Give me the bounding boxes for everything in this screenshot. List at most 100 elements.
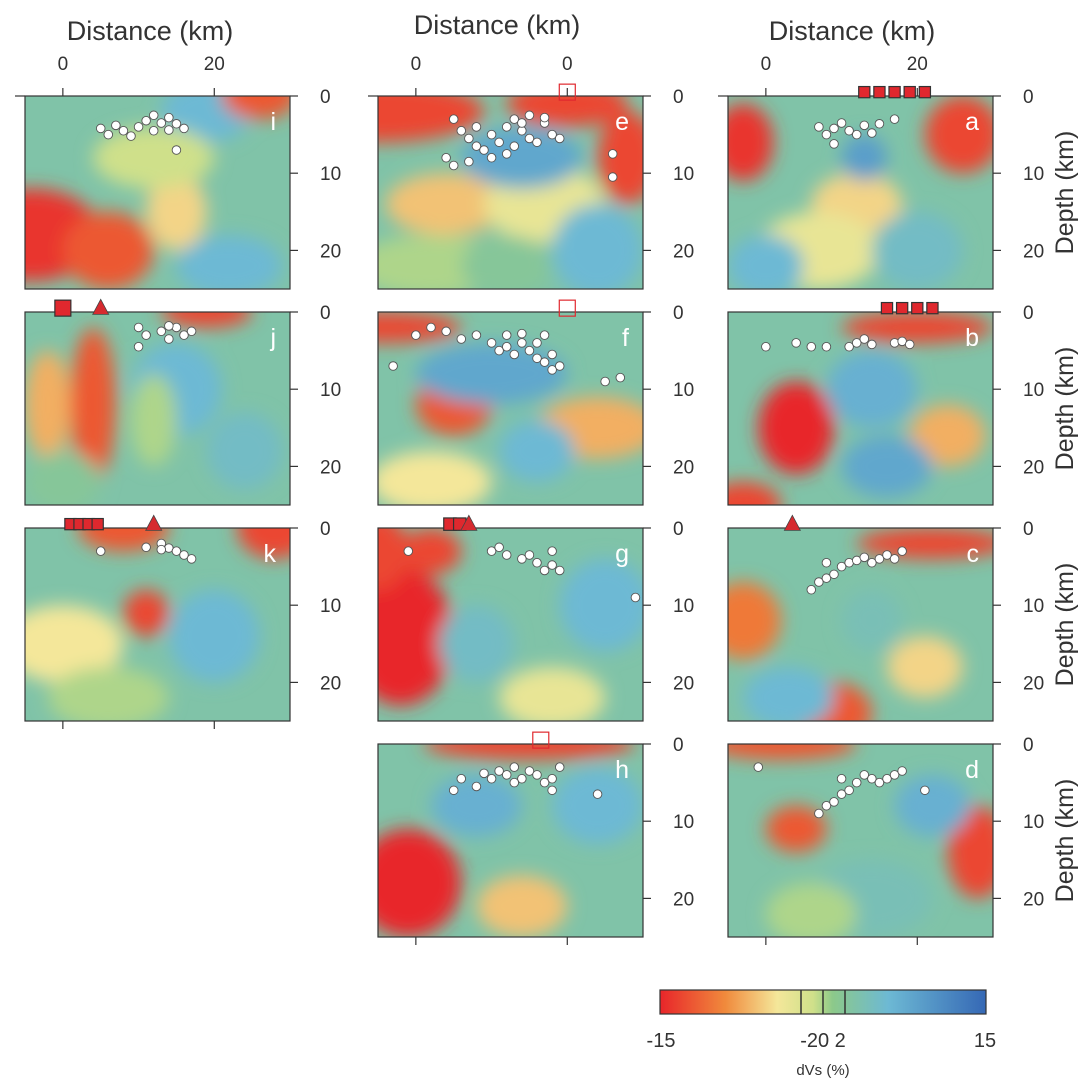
velocity-anomaly (378, 566, 454, 706)
hypocenter-marker (867, 128, 877, 138)
velocity-anomaly (206, 412, 283, 490)
hypocenter-marker (517, 338, 527, 348)
velocity-anomaly (894, 774, 971, 837)
panel-letter: h (615, 756, 629, 784)
hypocenter-marker (156, 544, 167, 555)
axes-layer: 0 10 20 0 20 0 10 20 0 0 0 10 20 Depth (km) 0 20 0 10 20 0 1… (15, 54, 1079, 945)
colorbar-tick-mid: -20 2 (800, 1030, 846, 1052)
panel-frame (377, 311, 644, 506)
hypocenter-marker (814, 122, 824, 132)
velocity-anomaly (552, 767, 643, 845)
velocity-anomaly (378, 828, 462, 937)
depth-tick-label: 0 (1023, 303, 1034, 324)
velocity-anomaly (378, 528, 409, 590)
hypocenter-marker (889, 770, 900, 780)
hypocenter-marker (486, 546, 497, 556)
hypocenter-marker (448, 160, 459, 171)
hypocenter-marker (851, 777, 862, 788)
hypocenter-marker (829, 797, 839, 807)
hypocenter-marker (600, 376, 610, 387)
velocity-anomaly (728, 744, 857, 760)
hypocenter-marker (547, 129, 557, 140)
hypocenter-marker (118, 125, 129, 136)
velocity-anomaly (552, 204, 643, 289)
velocity-field-k (25, 528, 290, 721)
depth-tick-label: 20 (673, 457, 694, 478)
panel-d: d (727, 743, 994, 938)
distance-tick-label: 0 (761, 54, 772, 75)
depth-tick-label: 0 (673, 735, 684, 756)
hypocenter-marker (111, 120, 121, 131)
velocity-anomaly (909, 404, 986, 467)
velocity-anomaly (62, 211, 154, 289)
volcano-marker (145, 514, 163, 531)
velocity-anomaly (161, 312, 253, 328)
velocity-anomaly (499, 666, 606, 721)
hypocenter-marker (859, 770, 870, 780)
velocity-anomaly (765, 805, 827, 853)
hypocenter-marker (403, 546, 414, 556)
hypocenter-marker (524, 345, 535, 356)
depth-tick-label: 20 (673, 241, 694, 262)
volcano-marker (460, 514, 478, 531)
depth-tick-label: 10 (673, 380, 694, 401)
hypocenter-marker (517, 773, 527, 784)
depth-tick-label: 0 (320, 519, 331, 540)
hypocenter-marker (889, 338, 900, 348)
hypocenter-marker (524, 133, 535, 144)
depth-tick-label: 20 (673, 889, 694, 910)
hypocenter-marker (479, 768, 489, 779)
hypocenter-marker (464, 156, 474, 167)
station-marker (918, 85, 932, 99)
depth-tick-label: 0 (1023, 735, 1034, 756)
hypocenter-marker (607, 149, 618, 159)
hypocenter-marker (171, 546, 182, 556)
panel-b: b (727, 301, 994, 506)
colorbar-label: dVs (%) (796, 1062, 849, 1079)
hypocenter-marker (456, 773, 467, 784)
hypocenter-marker (509, 349, 520, 360)
hypocenter-marker (882, 550, 892, 560)
colorbar-tick-min: -15 (647, 1030, 676, 1052)
hypocenter-marker (156, 118, 167, 128)
hypocenter-marker (95, 123, 106, 134)
hypocenter-marker (844, 125, 854, 136)
panel-frame (377, 743, 644, 938)
hypocenter-marker (388, 361, 398, 371)
velocity-anomaly (841, 589, 903, 652)
hypocenter-marker (486, 773, 497, 784)
velocity-anomaly (499, 420, 575, 482)
velocity-anomaly (728, 582, 781, 660)
depth-tick-label: 10 (673, 596, 694, 617)
hypocenter-marker (95, 546, 106, 556)
hypocenter-marker (164, 321, 174, 331)
hypocenter-marker (494, 345, 504, 356)
station-marker (54, 299, 72, 317)
hypocenter-marker (501, 770, 512, 780)
hypocenter-marker (539, 357, 550, 367)
panel-letter: d (965, 756, 979, 784)
column-title-left: Distance (km) (67, 16, 234, 46)
velocity-anomaly (765, 882, 857, 937)
hypocenter-marker (148, 125, 159, 136)
hypocenter-marker (791, 338, 801, 348)
velocity-anomaly (415, 342, 568, 405)
depth-tick-label: 20 (1023, 673, 1044, 694)
hypocenter-marker (494, 542, 504, 553)
velocity-anomaly (70, 327, 116, 482)
velocity-anomaly (743, 666, 834, 721)
hypocenter-marker (141, 330, 151, 340)
depth-tick-label: 10 (1023, 596, 1044, 617)
hypocenter-marker (814, 577, 824, 587)
velocity-anomaly (25, 605, 124, 683)
station-marker (858, 85, 871, 99)
velocity-anomaly (461, 234, 553, 289)
depth-axis-label: Depth (km) (1051, 347, 1079, 471)
colorbar: -15 -20 2 15 dVs (%) (647, 989, 996, 1079)
hypocenter-marker (539, 777, 550, 788)
panel-frame (727, 527, 994, 722)
hypocenter-marker (851, 129, 862, 140)
hypocenter-marker (426, 322, 436, 333)
distance-tick-label: 0 (58, 54, 69, 75)
hypocenter-marker (471, 330, 482, 340)
